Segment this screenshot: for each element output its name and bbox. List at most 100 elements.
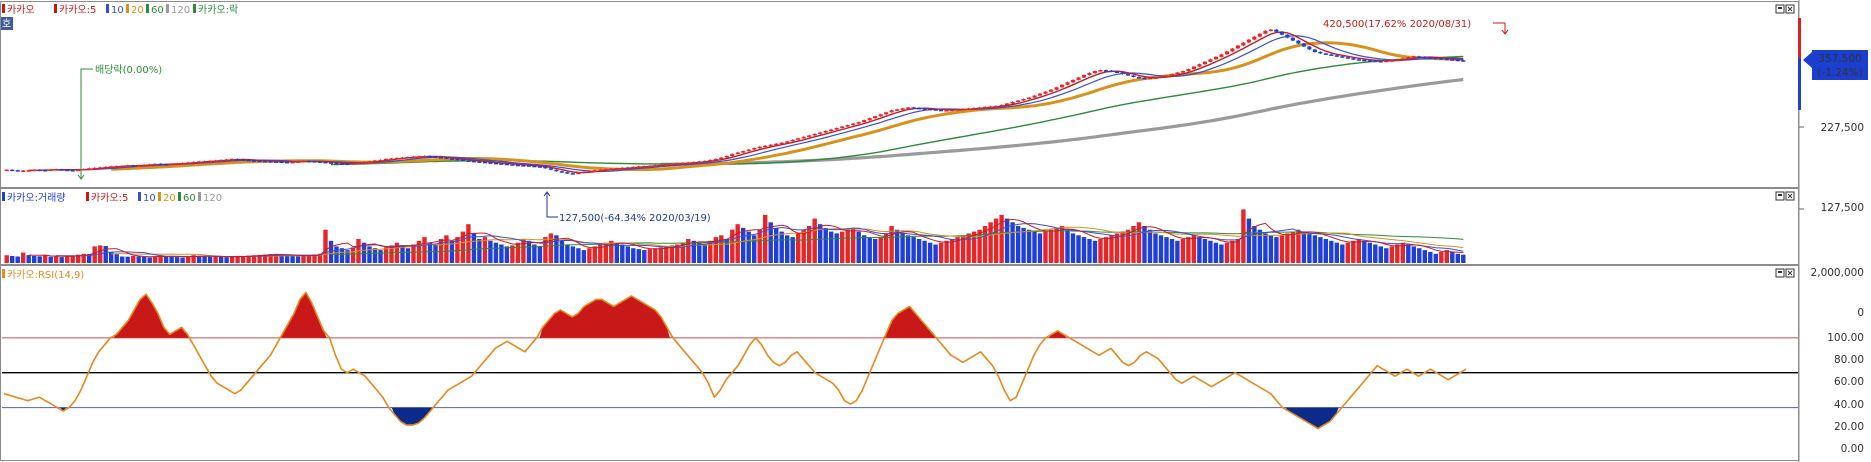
- candle: [867, 118, 872, 121]
- candle: [1147, 77, 1152, 80]
- volume-bar: [273, 253, 279, 263]
- candle: [1038, 93, 1043, 96]
- candle: [460, 159, 465, 161]
- rsi-tick-80: 80.00: [1834, 354, 1864, 366]
- candle: [1054, 87, 1059, 90]
- volume-bar: [26, 255, 31, 263]
- candle: [983, 106, 988, 109]
- candle: [10, 169, 15, 172]
- volume-panel-controls[interactable]: [1775, 191, 1795, 201]
- volume-bar: [1043, 231, 1048, 263]
- candle: [543, 166, 548, 169]
- volume-ma60-line: [330, 230, 1464, 255]
- candle: [493, 162, 498, 165]
- candle: [26, 170, 31, 172]
- candle: [1010, 102, 1015, 104]
- candle: [1043, 91, 1048, 94]
- candle: [1158, 76, 1163, 78]
- panel-controls[interactable]: [1775, 4, 1795, 278]
- rsi-tick-0: 0.00: [1841, 443, 1864, 455]
- candle: [329, 162, 334, 164]
- candle: [746, 149, 751, 152]
- candle: [70, 170, 75, 172]
- volume-bar: [724, 239, 729, 263]
- price-side-tab[interactable]: 호: [1, 17, 13, 30]
- candle: [175, 163, 180, 165]
- volume-bar: [455, 237, 460, 263]
- legend-marker: [158, 192, 161, 201]
- volume-bar: [142, 256, 147, 263]
- candle: [444, 157, 449, 159]
- volume-bar: [735, 224, 740, 263]
- volume-bar: [37, 256, 42, 263]
- volume-bar: [76, 254, 81, 263]
- volume-bar: [1076, 235, 1081, 263]
- candle: [1032, 95, 1037, 98]
- candle: [906, 107, 911, 109]
- volume-bar: [900, 233, 905, 263]
- volume-bar: [1439, 251, 1444, 263]
- candle: [285, 161, 290, 164]
- volume-panel-frame: [0, 188, 1799, 265]
- candle: [438, 157, 443, 159]
- candle: [647, 165, 652, 168]
- candle: [59, 169, 64, 171]
- volume-bar: [631, 248, 636, 263]
- volume-bar: [587, 248, 592, 263]
- side-tab-label[interactable]: 호: [2, 18, 11, 30]
- volume-bar: [620, 244, 625, 263]
- volume-bar: [1015, 226, 1021, 263]
- volume-bar: [713, 237, 718, 263]
- last-price: 357,500: [1818, 53, 1861, 65]
- volume-bar: [1301, 231, 1307, 263]
- candle: [702, 160, 707, 163]
- volume-bar: [411, 244, 416, 263]
- price-range-bar-up: [1798, 18, 1801, 58]
- candle: [1351, 58, 1356, 60]
- rsi-tick-100: 100.00: [1827, 332, 1864, 344]
- candle: [466, 160, 471, 162]
- volume-bar: [257, 254, 262, 263]
- candle: [878, 114, 883, 117]
- candle: [367, 161, 372, 163]
- candle: [1406, 57, 1411, 59]
- candle: [603, 169, 608, 171]
- candle: [197, 161, 202, 163]
- volume-bar: [1461, 254, 1466, 263]
- candle: [1395, 59, 1400, 61]
- candle: [1334, 55, 1339, 57]
- volume-bar: [554, 235, 559, 263]
- volume-bar: [779, 231, 784, 263]
- candle: [219, 159, 224, 162]
- candle: [592, 170, 597, 172]
- side-tab-bg[interactable]: [1, 17, 13, 30]
- legend-price: 카카오: [7, 4, 35, 16]
- candle: [1422, 56, 1427, 59]
- minimize-icon: [1778, 194, 1782, 196]
- volume-bar: [207, 256, 213, 263]
- volume-bar: [383, 247, 389, 263]
- candle: [680, 162, 685, 165]
- legend-vol-ma60: 60: [183, 193, 196, 204]
- volume-bar: [109, 251, 114, 263]
- volume-bar: [268, 254, 273, 263]
- candle: [1362, 59, 1367, 62]
- volume-bar: [862, 235, 867, 263]
- candle: [884, 112, 889, 115]
- candle: [1027, 97, 1032, 100]
- price-panel-controls[interactable]: [1775, 4, 1795, 14]
- candle: [1356, 59, 1361, 61]
- rsi-tick-60: 60.00: [1834, 376, 1864, 388]
- candle: [845, 125, 850, 127]
- candle: [1219, 54, 1224, 57]
- legend-ma5: 카카오:5: [59, 4, 96, 16]
- candle: [664, 164, 669, 166]
- volume-bar: [1219, 244, 1224, 263]
- low-price-label: 127,500(-64.34% 2020/03/19): [559, 213, 711, 224]
- rsi-panel-controls[interactable]: [1775, 268, 1795, 278]
- candle: [43, 170, 48, 172]
- volume-bar: [1323, 239, 1328, 263]
- candle: [1274, 29, 1279, 32]
- rsi-overbought-area: [113, 294, 191, 338]
- volume-bar: [856, 231, 861, 263]
